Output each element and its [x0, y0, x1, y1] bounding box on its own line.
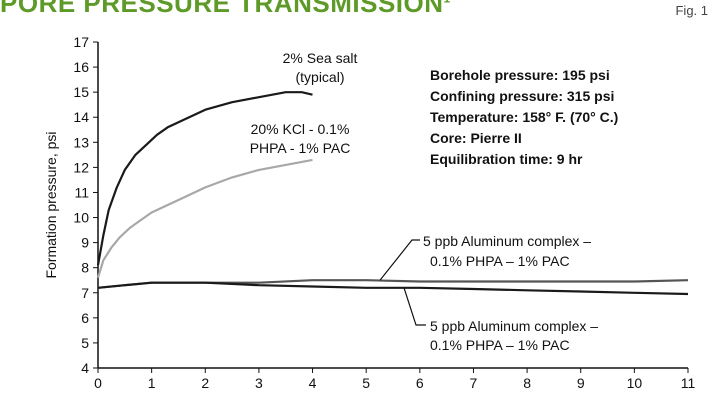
leader-al-lower — [403, 287, 426, 326]
axes — [97, 42, 688, 369]
x-tick-label: 4 — [309, 375, 317, 391]
x-tick-label: 1 — [148, 375, 156, 391]
leader-al-upper — [379, 239, 420, 281]
y-tick-label: 16 — [73, 59, 89, 75]
annotation-kcl-line1: 20% KCl - 0.1% — [251, 121, 350, 137]
condition-borehole-pressure: Borehole pressure: 195 psi — [430, 67, 610, 83]
y-tick-label: 9 — [81, 235, 89, 251]
annotation-al-lower-line1: 5 ppb Aluminum complex – — [430, 318, 598, 334]
y-tick-label: 8 — [81, 260, 89, 276]
y-tick-label: 15 — [73, 84, 89, 100]
y-axis-title: Formation pressure, psi — [43, 131, 59, 278]
y-tick-label: 17 — [73, 34, 89, 50]
annotation-sea-salt-line2: (typical) — [295, 69, 344, 85]
annotation-al-lower-line2: 0.1% PHPA – 1% PAC — [430, 337, 570, 353]
figure-title: Pore pressure transmission1 — [0, 0, 451, 19]
x-tick-label: 0 — [94, 375, 102, 391]
condition-temperature: Temperature: 158° F. (70° C.) — [430, 109, 618, 125]
annotation-leaders — [379, 239, 426, 326]
y-tick-label: 13 — [73, 134, 89, 150]
x-tick-label: 6 — [416, 375, 424, 391]
condition-equilibration-time: Equilibration time: 9 hr — [430, 151, 583, 167]
y-tick-label: 7 — [81, 285, 89, 301]
x-tick-label: 8 — [523, 375, 531, 391]
series-line-1 — [96, 91, 313, 266]
annotation-al-upper-line2: 0.1% PHPA – 1% PAC — [430, 253, 570, 269]
y-tick-label: 4 — [81, 360, 89, 376]
x-tick-label: 2 — [201, 375, 209, 391]
y-tick-label: 10 — [73, 210, 89, 226]
x-tick-label: 9 — [577, 375, 585, 391]
figure-title-mark: 1 — [444, 0, 451, 5]
x-tick-label: 10 — [627, 375, 643, 391]
series-line-2 — [96, 158, 313, 279]
y-tick-label: 11 — [74, 184, 89, 200]
x-tick-label: 7 — [470, 375, 478, 391]
series-lines — [96, 91, 689, 296]
y-tick-label: 12 — [73, 159, 89, 175]
condition-confining-pressure: Confining pressure: 315 psi — [430, 88, 614, 104]
y-tick-label: 14 — [73, 109, 89, 125]
y-tick-label: 5 — [81, 335, 89, 351]
series-line-4 — [97, 281, 689, 296]
annotation-al-upper-line1: 5 ppb Aluminum complex – — [423, 233, 591, 249]
x-tick-label: 3 — [255, 375, 263, 391]
series-line-3 — [97, 279, 689, 289]
figure-title-text: Pore pressure transmission — [0, 0, 444, 18]
figure-number: Fig. 1 — [675, 3, 708, 18]
condition-core: Core: Pierre II — [430, 130, 522, 146]
y-tick-label: 6 — [81, 310, 89, 326]
annotation-kcl-line2: PHPA - 1% PAC — [250, 140, 351, 156]
annotation-sea-salt-line1: 2% Sea salt — [283, 50, 358, 66]
x-tick-label: 11 — [681, 375, 696, 391]
x-tick-label: 5 — [362, 375, 370, 391]
